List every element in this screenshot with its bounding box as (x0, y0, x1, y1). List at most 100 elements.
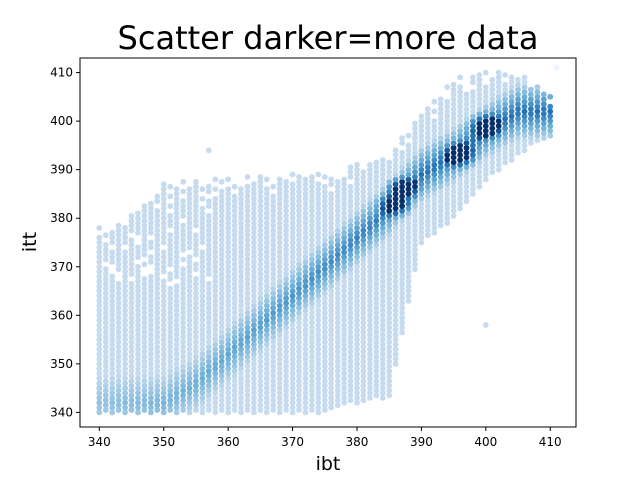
hexbin-point (489, 144, 496, 151)
hexbin-point (360, 348, 367, 355)
hexbin-point (154, 237, 161, 244)
hexbin-point (424, 159, 431, 166)
hexbin-point (386, 363, 393, 370)
hexbin-point (379, 263, 386, 270)
hexbin-point (373, 310, 380, 316)
hexbin-point (257, 295, 264, 302)
hexbin-point (379, 346, 386, 353)
hexbin-point (309, 222, 315, 229)
hexbin-point (205, 329, 212, 336)
hexbin-point (412, 144, 418, 151)
hexbin-point (296, 397, 302, 404)
hexbin-point (148, 307, 154, 314)
hexbin-point (199, 283, 206, 290)
hexbin-point (225, 210, 232, 217)
hexbin-point (225, 375, 232, 382)
hexbin-point (186, 317, 193, 324)
hexbin-point (135, 244, 141, 251)
hexbin-point (341, 293, 347, 299)
hexbin-point (289, 171, 296, 178)
hexbin-point (212, 225, 219, 231)
hexbin-point (276, 186, 283, 193)
hexbin-point (508, 157, 515, 163)
hexbin-point (412, 222, 418, 229)
hexbin-point (502, 72, 508, 78)
hexbin-point (386, 178, 393, 185)
hexbin-point (437, 120, 444, 127)
hexbin-point (347, 193, 354, 200)
hexbin-point (367, 176, 373, 183)
hexbin-point (470, 186, 476, 193)
hexbin-point (386, 203, 393, 210)
hexbin-point (360, 246, 367, 253)
hexbin-point (373, 208, 380, 214)
hexbin-point (367, 395, 373, 401)
hexbin-point (270, 266, 277, 273)
hexbin-point (231, 300, 238, 307)
hexbin-point (334, 329, 341, 336)
hexbin-point (482, 69, 489, 76)
hexbin-point (315, 171, 322, 178)
hexbin-point (102, 397, 109, 404)
hexbin-point (437, 159, 444, 166)
hexbin-point (231, 251, 238, 258)
hexbin-point (399, 140, 405, 146)
hexbin-point (515, 106, 521, 112)
hexbin-point (160, 195, 167, 202)
hexbin-point (109, 327, 116, 333)
hexbin-point (135, 390, 141, 396)
hexbin-point (225, 205, 232, 212)
hexbin-point (180, 227, 187, 234)
hexbin-point (508, 74, 515, 81)
hexbin-point (218, 276, 225, 282)
hexbin-point (231, 324, 238, 331)
hexbin-point (148, 283, 154, 290)
hexbin-point (457, 113, 463, 120)
hexbin-point (321, 208, 328, 214)
hexbin-point (186, 273, 193, 280)
hexbin-point (128, 368, 135, 375)
hexbin-point (405, 210, 412, 217)
hexbin-point (205, 363, 212, 370)
hexbin-point (328, 259, 335, 265)
hexbin-point (424, 183, 431, 190)
hexbin-point (160, 395, 167, 401)
hexbin-point (289, 249, 296, 256)
hexbin-point (154, 208, 161, 214)
hexbin-point (154, 266, 161, 273)
hexbin-point (276, 399, 283, 406)
hexbin-point (199, 351, 206, 358)
hexbin-point (373, 319, 380, 326)
hexbin-point (257, 193, 264, 200)
hexbin-point (515, 101, 521, 107)
hexbin-point (431, 229, 438, 236)
hexbin-point (244, 193, 251, 200)
hexbin-point (276, 302, 283, 309)
hexbin-point (160, 191, 167, 197)
hexbin-point (495, 147, 502, 154)
hexbin-point (386, 280, 393, 287)
hexbin-point (102, 305, 109, 311)
hexbin-point (193, 392, 199, 399)
hexbin-point (289, 273, 296, 280)
hexbin-point (135, 331, 141, 338)
hexbin-point (386, 276, 393, 282)
hexbin-point (379, 351, 386, 358)
hexbin-point (231, 295, 238, 302)
hexbin-point (141, 373, 148, 379)
hexbin-point (212, 205, 219, 212)
hexbin-point (457, 171, 463, 178)
hexbin-point (437, 140, 444, 146)
hexbin-point (386, 198, 393, 205)
hexbin-point (173, 234, 180, 241)
hexbin-point (167, 310, 174, 316)
hexbin-point (289, 191, 296, 197)
hexbin-point (199, 409, 206, 416)
hexbin-point (135, 297, 141, 304)
hexbin-point (283, 334, 289, 341)
hexbin-point (154, 397, 161, 404)
hexbin-point (167, 344, 174, 350)
hexbin-point (399, 285, 405, 292)
hexbin-point (450, 81, 457, 88)
